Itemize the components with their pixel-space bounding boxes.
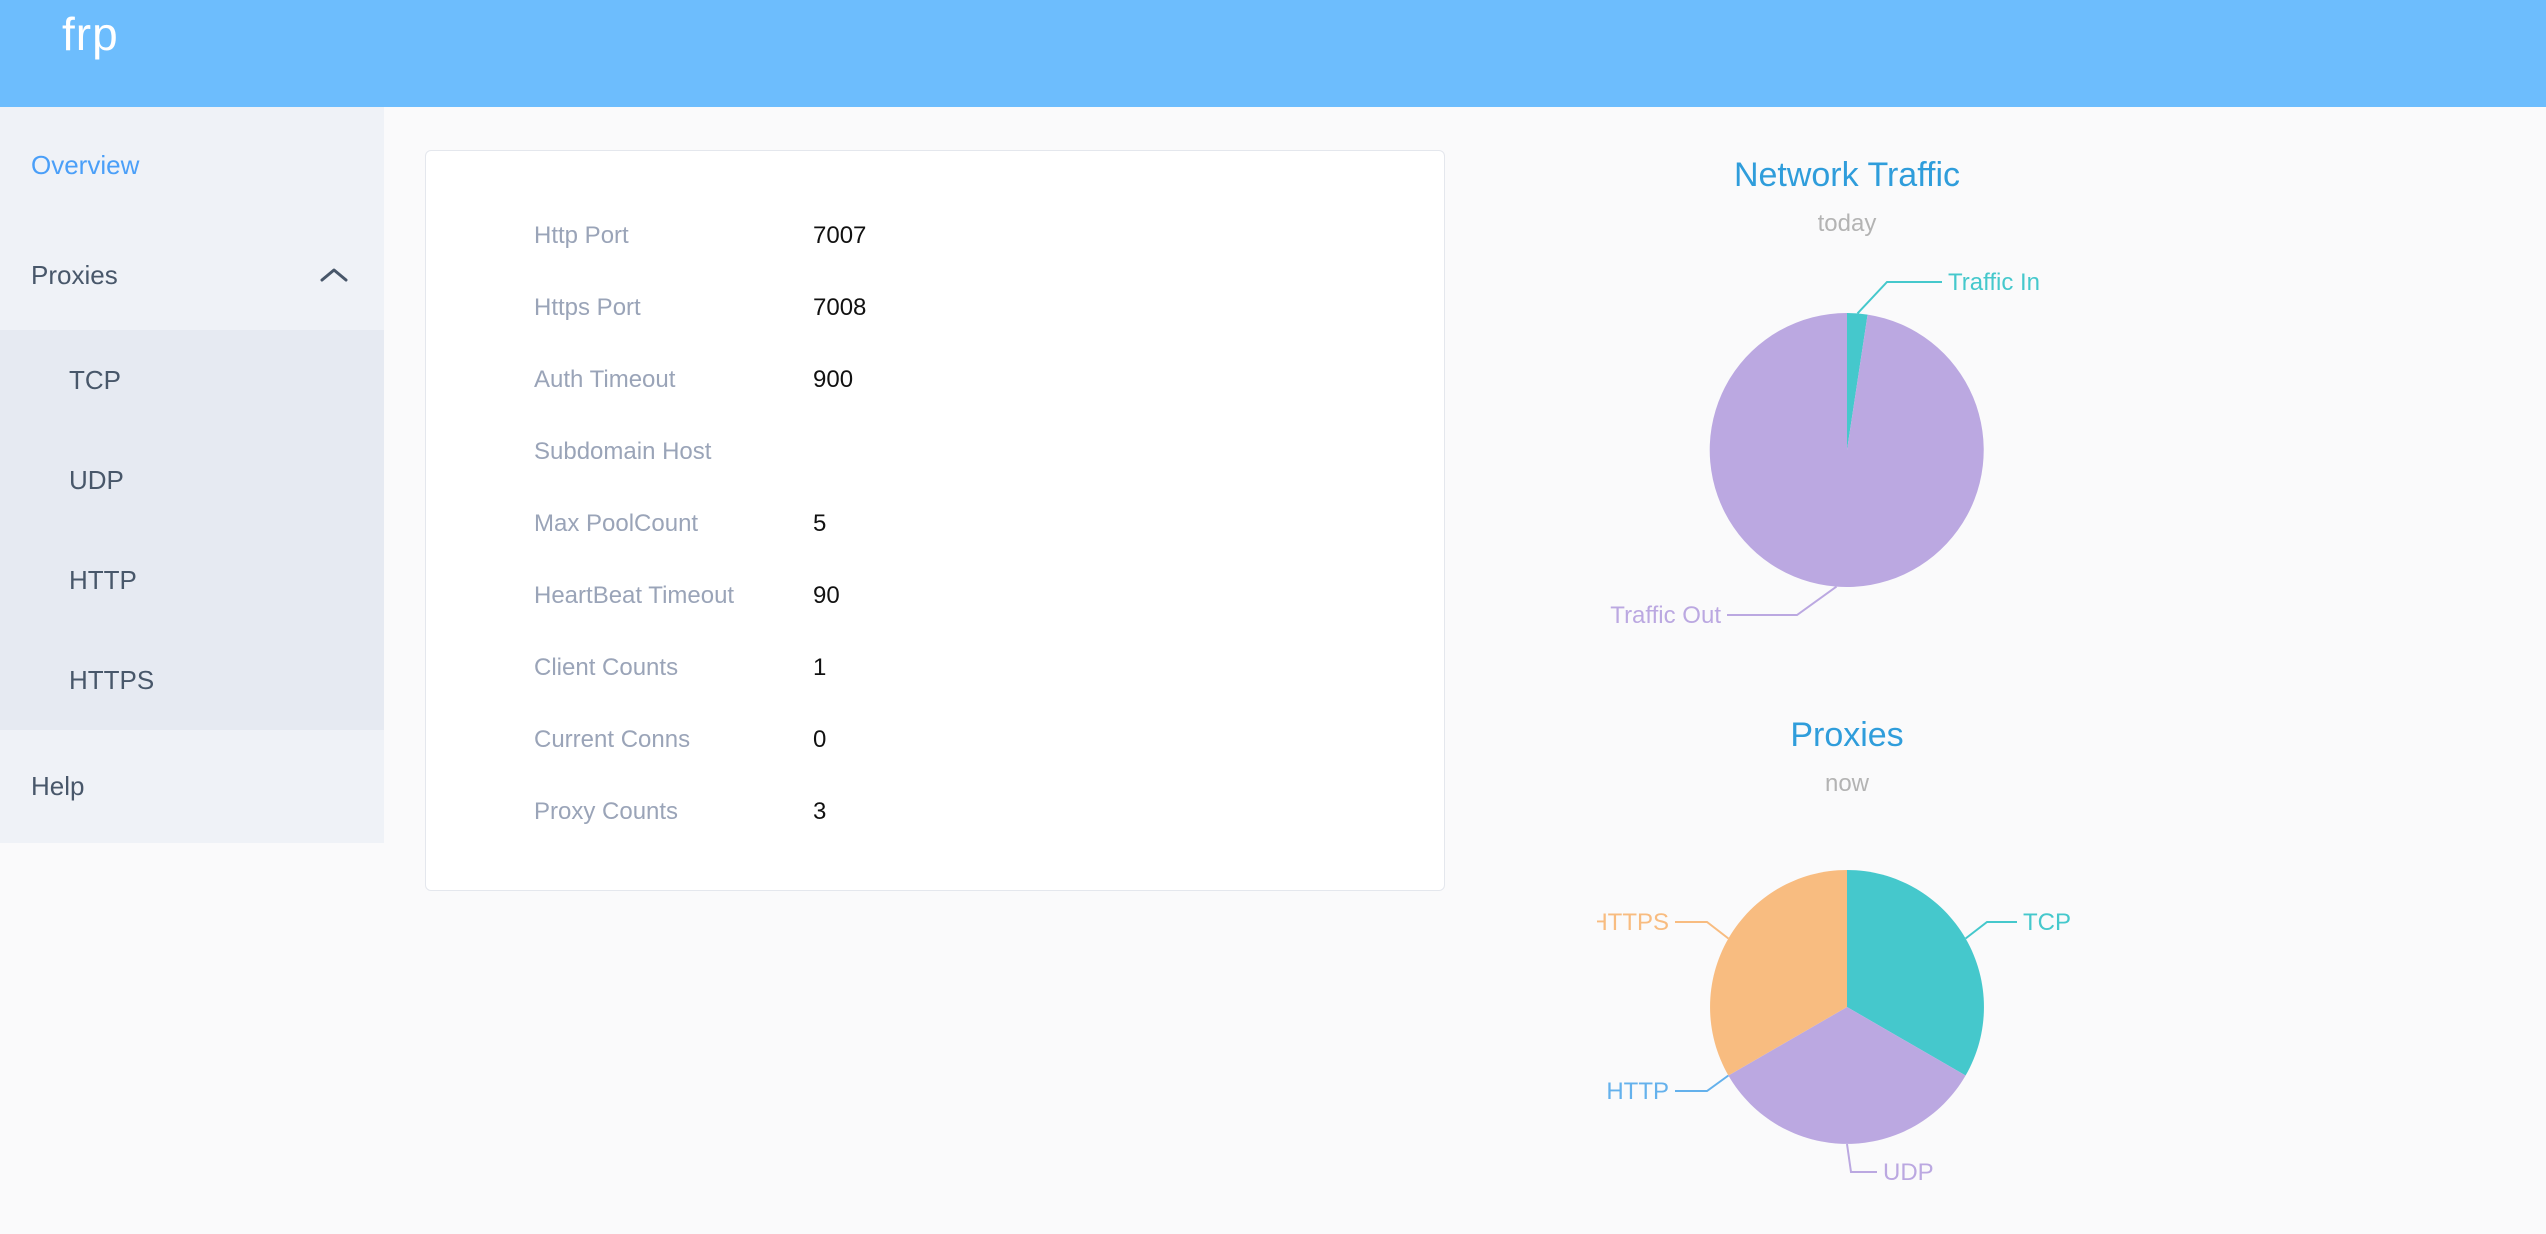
info-value: 7008 — [813, 294, 867, 321]
pie-label-traffic-out: Traffic Out — [1610, 602, 1721, 629]
info-value: 7007 — [813, 222, 867, 249]
label-line-udp — [1846, 1143, 1877, 1173]
info-label: Auth Timeout — [534, 366, 676, 393]
label-line-traffic-in — [1856, 281, 1942, 315]
sidebar-item-label: Overview — [31, 150, 140, 180]
proxies-submenu: TCP UDP HTTP HTTPS — [0, 330, 384, 730]
pie-slice-traffic-in[interactable] — [1847, 313, 1868, 450]
pie-slice-traffic-out[interactable] — [1709, 312, 1984, 587]
chart-title: Proxies — [1790, 716, 1904, 754]
sidebar-item-help[interactable]: Help — [0, 730, 384, 842]
pie-slices — [1709, 312, 1984, 587]
pie-label-http: HTTP — [1606, 1078, 1669, 1105]
pie-slice-tcp[interactable] — [1847, 870, 1984, 1076]
proxies-pie: TCP UDP HTTP HTTPS — [1597, 870, 2071, 1186]
sidebar-item-proxies[interactable]: Proxies — [0, 220, 384, 330]
pie-label-traffic-in: Traffic In — [1948, 269, 2040, 296]
info-label: Current Conns — [534, 726, 691, 753]
info-value: 3 — [813, 798, 827, 825]
info-row: Auth Timeout 900 — [426, 344, 1444, 416]
server-info-card: Http Port 7007 Https Port 7008 Auth Time… — [425, 150, 1445, 891]
network-traffic-chart: Network Traffic today Traffic In Traffic… — [1597, 151, 2097, 659]
info-label: HeartBeat Timeout — [534, 582, 735, 609]
chevron-up-icon — [320, 268, 348, 282]
pie-label-udp: UDP — [1883, 1159, 1934, 1186]
info-row: Client Counts 1 — [426, 632, 1444, 704]
info-label: Proxy Counts — [534, 798, 679, 825]
label-line-https — [1675, 921, 1730, 940]
proxies-chart: Proxies now TCP UDP HTTP HTTPS — [1597, 711, 2097, 1234]
info-label: Http Port — [534, 222, 629, 249]
info-row: Max PoolCount 5 — [426, 488, 1444, 560]
pie-slice-udp[interactable] — [1728, 1007, 1966, 1144]
sidebar-item-https[interactable]: HTTPS — [69, 665, 155, 695]
label-line-traffic-out — [1727, 585, 1838, 616]
label-line-tcp — [1964, 921, 2017, 940]
info-row: Current Conns 0 — [426, 704, 1444, 776]
info-value: 90 — [813, 582, 840, 609]
network-traffic-pie: Traffic In Traffic Out — [1610, 269, 2040, 629]
info-label: Subdomain Host — [534, 438, 712, 465]
info-row: Subdomain Host — [426, 416, 1444, 488]
info-label: Client Counts — [534, 654, 679, 681]
chart-title: Network Traffic — [1733, 156, 1961, 194]
info-value: 0 — [813, 726, 827, 753]
sidebar-item-label: Help — [31, 771, 85, 801]
pie-label-https: HTTPS — [1597, 909, 1669, 936]
sidebar-item-label: Proxies — [31, 260, 118, 290]
info-value: 900 — [813, 366, 854, 393]
app-logo: frp — [62, 8, 119, 60]
sidebar-item-http[interactable]: HTTP — [69, 565, 137, 595]
info-label: Https Port — [534, 294, 641, 321]
pie-slices — [1710, 870, 1984, 1144]
info-row: Http Port 7007 — [426, 200, 1444, 272]
label-line-http — [1675, 1074, 1729, 1092]
info-row: Https Port 7008 — [426, 272, 1444, 344]
pie-slice-https[interactable] — [1710, 870, 1847, 1076]
sidebar-item-udp[interactable]: UDP — [69, 465, 124, 495]
info-row: Proxy Counts 3 — [426, 776, 1444, 848]
chart-subtitle: now — [1824, 770, 1870, 797]
header: frp — [0, 0, 2546, 107]
info-value: 1 — [813, 654, 827, 681]
info-row: HeartBeat Timeout 90 — [426, 560, 1444, 632]
sidebar-item-tcp[interactable]: TCP — [69, 365, 121, 395]
pie-label-tcp: TCP — [2023, 909, 2071, 936]
sidebar-item-overview[interactable]: Overview — [0, 110, 384, 220]
info-label: Max PoolCount — [534, 510, 699, 537]
info-value: 5 — [813, 510, 827, 537]
sidebar: Overview Proxies TCP UDP HTTP HTTPS Help — [0, 107, 384, 843]
chart-subtitle: today — [1817, 210, 1877, 237]
